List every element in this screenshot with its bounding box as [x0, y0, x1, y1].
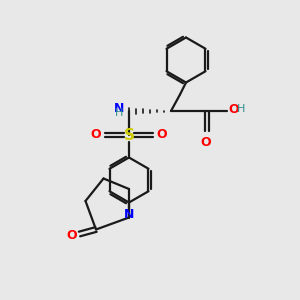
- Text: O: O: [91, 128, 101, 142]
- Text: H: H: [236, 104, 245, 115]
- Text: O: O: [66, 229, 76, 242]
- Text: O: O: [201, 136, 212, 149]
- Text: S: S: [124, 128, 134, 142]
- Text: O: O: [229, 103, 239, 116]
- Text: O: O: [157, 128, 167, 142]
- Text: N: N: [114, 102, 124, 115]
- Text: H: H: [115, 108, 124, 118]
- Text: N: N: [124, 208, 134, 221]
